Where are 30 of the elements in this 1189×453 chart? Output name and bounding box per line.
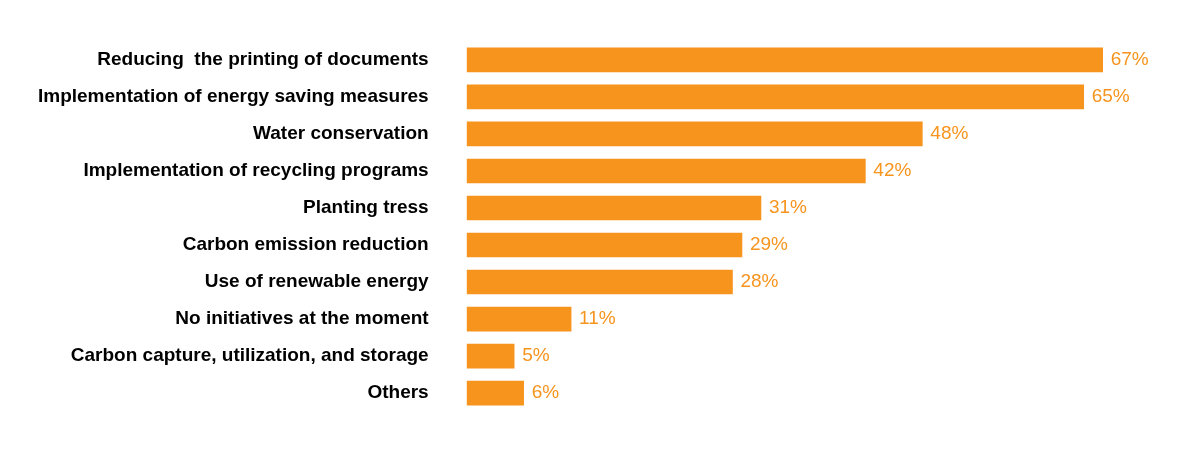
bar [466,306,572,332]
y-tick-label: Planting tress [303,196,429,218]
bar [466,232,743,258]
bar [466,47,1104,73]
y-tick-label: Implementation of recycling programs [83,159,429,181]
bar [466,195,762,221]
bar [466,121,923,147]
bar [466,380,524,406]
data-label: 6% [531,381,560,403]
bar [466,84,1085,110]
data-label: 48% [930,122,969,144]
data-label: 65% [1091,85,1130,107]
data-label: 67% [1110,48,1149,70]
y-tick-label: Implementation of energy saving measures [37,85,429,107]
y-tick-label: Carbon capture, utilization, and storage [70,344,429,366]
y-tick-label: Reducing the printing of documents [97,48,429,70]
data-label: 5% [522,344,550,366]
data-label: 42% [873,159,912,181]
data-label: 11% [579,307,616,329]
y-tick-label: No initiatives at the moment [175,307,430,329]
y-tick-label: Water conservation [253,122,429,144]
bar [466,269,733,295]
data-label: 29% [749,233,789,255]
y-tick-label: Others [367,381,429,403]
y-tick-label: Carbon emission reduction [182,233,429,255]
bar [466,158,866,184]
data-label: 31% [768,196,808,218]
data-label: 28% [740,270,779,292]
y-tick-label: Use of renewable energy [204,270,430,292]
bar [466,343,515,369]
